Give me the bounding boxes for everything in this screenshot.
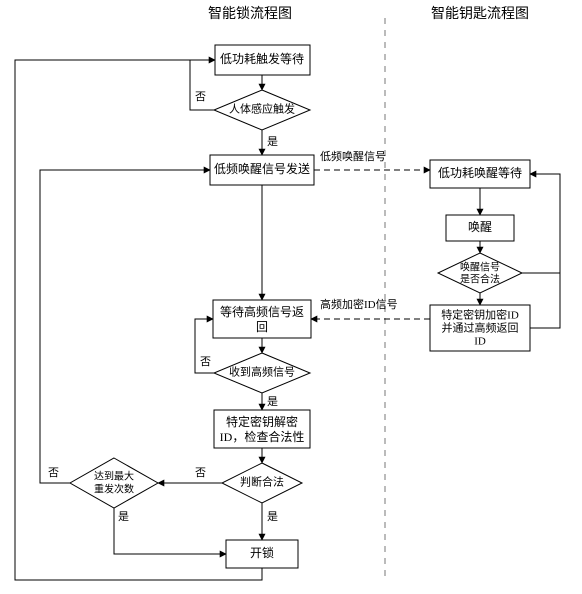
- node-decrypt-l2: ID，检查合法性: [220, 429, 305, 444]
- lbl-d2-no: 否: [200, 356, 211, 368]
- node-key-encrypt-l2: 并通过高频返回: [442, 321, 519, 335]
- decision-max-retry-l2: 重发次数: [94, 482, 134, 495]
- lbl-d3-no: 否: [195, 467, 206, 479]
- node-decrypt-l1: 特定密钥解密: [226, 414, 298, 429]
- lbl-d4-yes: 是: [118, 510, 129, 523]
- lbl-d3-yes: 是: [267, 510, 278, 523]
- lbl-d2-yes: 是: [267, 395, 278, 408]
- lbl-cross-lf: 低频唤醒信号: [320, 149, 386, 163]
- edge-d4-yes: [114, 508, 226, 554]
- lbl-cross-hf: 高频加密ID信号: [320, 297, 398, 311]
- decision-legal-label: 判断合法: [240, 475, 284, 489]
- decision-max-retry-l1: 达到最大: [94, 469, 134, 482]
- title-lock: 智能锁流程图: [208, 6, 292, 22]
- node-wait-trigger-label: 低功耗触发等待: [220, 51, 304, 66]
- node-send-lf-label: 低频唤醒信号发送: [214, 161, 310, 176]
- node-key-wait-label: 低功耗唤醒等待: [438, 166, 522, 180]
- node-key-wake-label: 唤醒: [468, 220, 492, 234]
- lbl-d1-no: 否: [195, 91, 206, 103]
- lbl-d4-no: 否: [48, 467, 59, 479]
- decision-key-legal-l2: 是否合法: [460, 272, 500, 285]
- node-wait-hf-l2: 回: [256, 320, 268, 334]
- decision-got-hf-label: 收到高频信号: [229, 365, 295, 379]
- decision-max-retry: [70, 458, 158, 508]
- edge-key-loop: [530, 174, 560, 328]
- node-key-encrypt-l1: 特定密钥加密ID: [441, 308, 519, 322]
- decision-key-legal-l1: 唤醒信号: [460, 260, 500, 273]
- decision-body-sense-label: 人体感应触发: [229, 102, 295, 116]
- node-wait-hf-l1: 等待高频信号返: [220, 304, 304, 319]
- node-key-encrypt-l3: ID: [474, 336, 486, 348]
- edge-d4-no: [40, 170, 210, 483]
- node-unlock-label: 开锁: [250, 545, 274, 560]
- lbl-d1-yes: 是: [267, 135, 278, 148]
- title-key: 智能钥匙流程图: [431, 6, 529, 22]
